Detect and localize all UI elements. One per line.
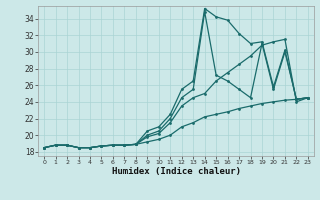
X-axis label: Humidex (Indice chaleur): Humidex (Indice chaleur)	[111, 167, 241, 176]
